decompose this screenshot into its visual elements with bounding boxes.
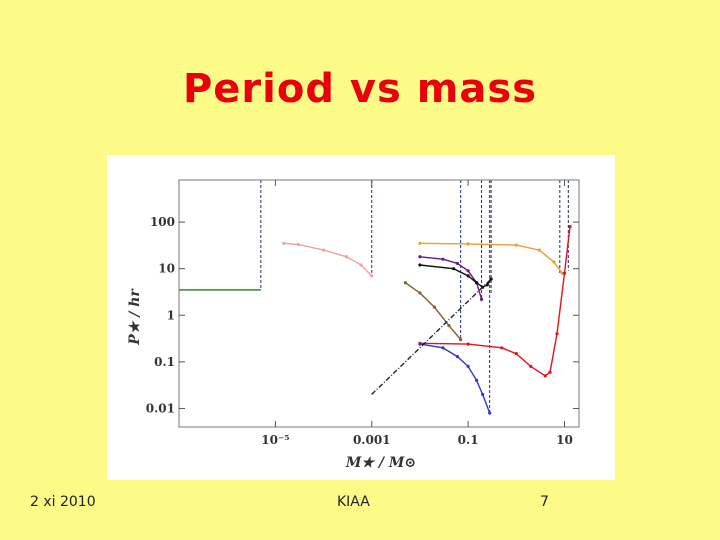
series-point <box>537 248 541 252</box>
period-mass-chart: 10⁻⁵ 0.001 0.1 10 100 10 1 0.1 0.01 M★ / M⊙ P★ /… <box>127 179 580 471</box>
series-point <box>418 342 422 346</box>
series-point <box>321 248 326 252</box>
x-tick-label: 0.001 <box>353 433 391 447</box>
series-point <box>475 378 479 383</box>
series-point <box>514 352 518 356</box>
series-point <box>481 392 485 397</box>
y-tick-label: 0.01 <box>146 401 175 415</box>
series-point <box>432 305 437 309</box>
axes-layer: 10⁻⁵ 0.001 0.1 10 100 10 1 0.1 0.01 <box>146 179 580 447</box>
series-point <box>455 354 460 359</box>
series-line <box>419 256 483 300</box>
series-point <box>359 263 363 267</box>
series-line <box>404 282 462 341</box>
series-line <box>371 278 492 395</box>
series-point <box>552 260 556 264</box>
series-point <box>555 332 559 336</box>
series-point <box>475 281 479 285</box>
series-point <box>344 255 349 259</box>
series-line <box>419 343 491 414</box>
series-line <box>419 242 563 274</box>
series-point <box>466 342 470 346</box>
footer-date: 2 xi 2010 <box>30 494 96 510</box>
plot-frame <box>178 179 580 428</box>
series-line <box>419 226 571 377</box>
series-point <box>560 271 564 275</box>
chart-panel: 10⁻⁵ 0.001 0.1 10 100 10 1 0.1 0.01 M★ / M⊙ P★ /… <box>107 155 615 480</box>
series-point <box>403 281 408 285</box>
series-point <box>459 338 463 342</box>
series-point <box>455 261 460 265</box>
series-point <box>529 364 533 368</box>
series-point <box>488 411 492 415</box>
series-point <box>479 297 484 301</box>
series-point <box>548 370 552 374</box>
series-line <box>419 264 492 289</box>
y-tick-label: 0.1 <box>154 355 175 369</box>
footer-page-number: 7 <box>540 494 549 510</box>
series-point <box>562 271 567 275</box>
x-axis-label: M★ / M⊙ <box>345 455 416 471</box>
series-point <box>296 242 300 247</box>
series-point <box>441 346 445 350</box>
x-tick-label: 10 <box>556 433 573 447</box>
y-tick-label: 10 <box>158 262 175 276</box>
series-point <box>418 263 422 267</box>
y-tick-label: 100 <box>150 215 175 229</box>
series-line <box>283 242 373 277</box>
series-point <box>370 274 374 278</box>
series-point <box>466 242 470 246</box>
series-point <box>441 257 445 261</box>
series-point <box>452 267 456 271</box>
series-point <box>500 346 504 350</box>
series-point <box>543 374 547 378</box>
series-point <box>466 364 470 368</box>
series-point <box>466 274 470 278</box>
footer-institution: KIAA <box>337 494 370 510</box>
plot-layer <box>179 180 572 415</box>
series-point <box>568 224 572 229</box>
y-axis-label: P★ / hr <box>127 288 143 346</box>
series-point <box>447 324 451 328</box>
x-tick-label: 10⁻⁵ <box>261 433 289 447</box>
x-tick-label: 0.1 <box>458 433 479 447</box>
series-point <box>418 241 422 245</box>
series-point <box>418 255 422 259</box>
series-point <box>514 243 518 247</box>
series-point <box>282 241 286 245</box>
slide-title: Period vs mass <box>182 66 538 112</box>
series-point <box>466 269 470 273</box>
series-point <box>418 291 422 295</box>
y-tick-label: 1 <box>167 308 175 322</box>
series-point <box>485 283 489 287</box>
